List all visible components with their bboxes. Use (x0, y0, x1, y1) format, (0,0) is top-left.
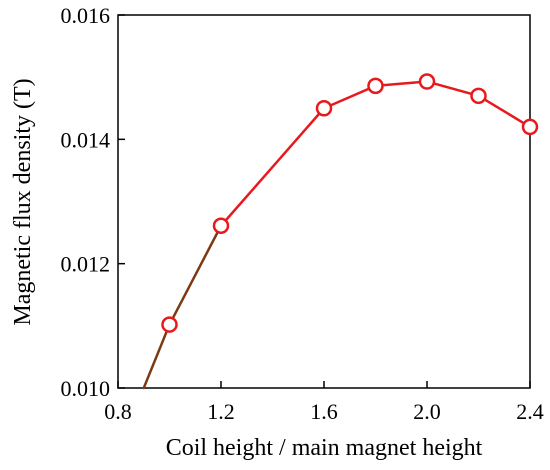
y-axis-label: Magnetic flux density (T) (10, 78, 36, 325)
data-point (367, 77, 384, 95)
data-point (315, 100, 333, 117)
data-point (521, 118, 539, 136)
x-tick-label: 2.4 (516, 399, 544, 424)
ticks-layer: 0.8 1.2 1.6 2.0 2.4 0.010 0.012 0.014 0.016 (61, 3, 544, 424)
series-line-segment (477, 94, 532, 129)
x-tick-label: 0.8 (104, 399, 132, 424)
y-tick-label: 0.014 (61, 127, 111, 152)
y-tick-label: 0.016 (61, 3, 111, 28)
data-point (470, 87, 487, 105)
series-line-segment (425, 80, 480, 98)
series-line-segment (168, 224, 223, 326)
x-tick-label: 1.6 (310, 399, 338, 424)
series-line-segment (219, 107, 326, 227)
series-line-segment (322, 84, 377, 110)
data-point (418, 73, 436, 90)
plot-frame (117, 14, 531, 389)
data-point (212, 217, 230, 234)
x-tick-label: 2.0 (413, 399, 441, 424)
x-axis-label: Coil height / main magnet height (166, 435, 483, 461)
data-point (161, 316, 178, 333)
series-line-segment (374, 80, 429, 88)
y-tick-label: 0.012 (61, 252, 111, 277)
series-layer (142, 73, 539, 390)
y-tick-label: 0.010 (61, 376, 111, 401)
series-line-segment (142, 323, 171, 390)
x-tick-label: 1.2 (207, 399, 235, 424)
